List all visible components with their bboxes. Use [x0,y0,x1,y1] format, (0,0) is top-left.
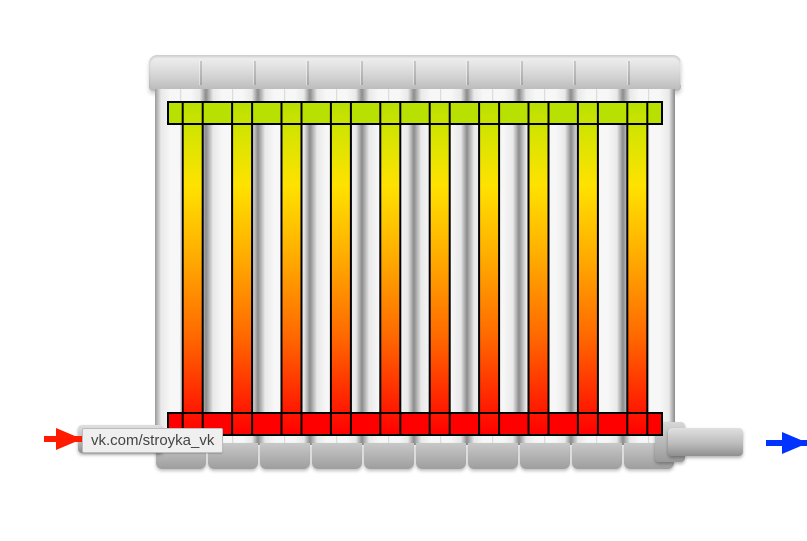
radiator-fin [155,89,207,445]
radiator-fin [311,89,363,445]
radiator-fin [624,89,675,445]
outlet-pipe [668,428,743,456]
radiator-fin [363,89,415,445]
radiator-fins [155,89,675,445]
radiator-feet [155,443,675,469]
watermark-label: vk.com/stroyka_vk [82,428,223,453]
radiator-fin [520,89,572,445]
radiator-fin [572,89,624,445]
radiator-fin [415,89,467,445]
outlet-arrow-icon [782,432,807,454]
radiator-body [155,55,675,450]
radiator-top-cap [149,55,681,91]
radiator-fin [207,89,259,445]
radiator-fin [259,89,311,445]
inlet-arrow-icon [56,428,82,450]
radiator-top-notches [149,61,681,85]
radiator-fin [468,89,520,445]
diagram-stage: vk.com/stroyka_vk [0,0,807,541]
